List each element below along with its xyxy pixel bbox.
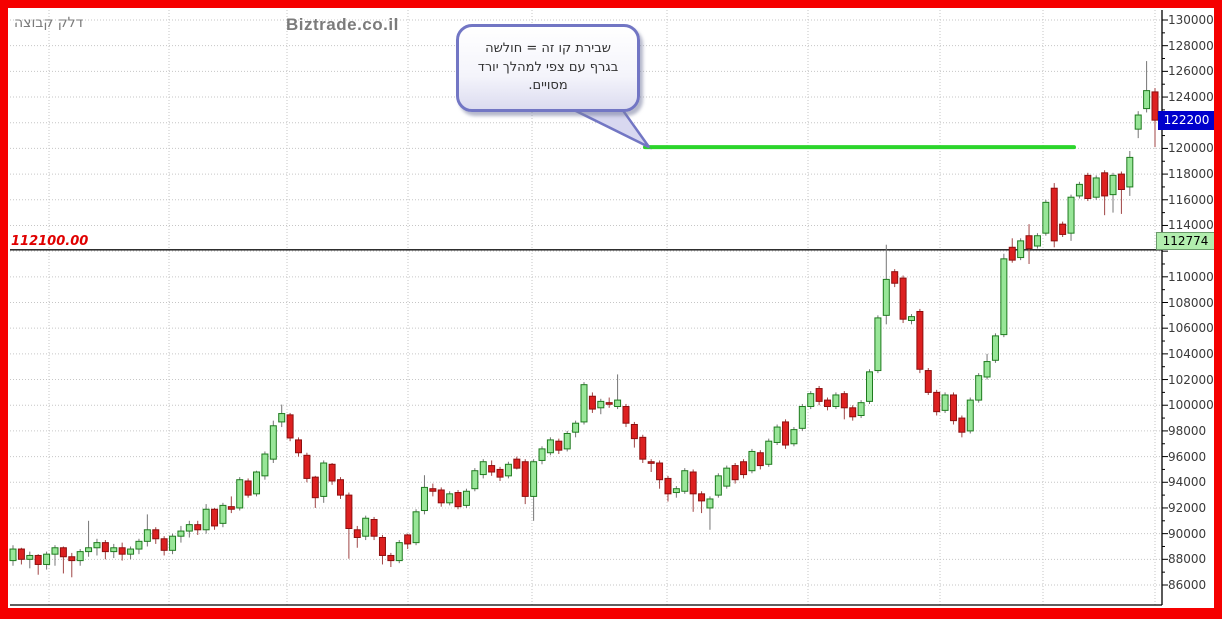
y-axis-tick-label: 100000 [1168, 398, 1214, 413]
y-axis-tick-label: 104000 [1168, 346, 1214, 361]
instrument-title: דלק קבוצה [14, 15, 84, 31]
callout-line-2: בגרף עם צפי למהלך יורד [477, 59, 619, 75]
y-axis-tick-label: 108000 [1168, 295, 1214, 310]
watermark-logo: Biztrade.co.il [286, 15, 399, 34]
y-axis-tick-label: 102000 [1168, 372, 1214, 387]
y-axis-tick-label: 126000 [1168, 64, 1214, 79]
callout-line-3: מסויים. [528, 78, 568, 94]
support-price-label: 112100.00 [11, 234, 89, 249]
y-axis-tick-label: 114000 [1168, 218, 1214, 233]
frame-border-bottom [0, 608, 1222, 619]
frame-border-left [0, 0, 8, 619]
callout-line-1: שבירת קו זה = חולשה [485, 40, 611, 56]
y-axis-tick-label: 96000 [1168, 449, 1207, 464]
y-axis-tick-label: 118000 [1168, 167, 1214, 182]
y-axis-tick-label: 98000 [1168, 423, 1207, 438]
y-axis-tick-label: 130000 [1168, 13, 1214, 27]
y-axis-tick-label: 94000 [1168, 475, 1207, 490]
y-axis-tick-label: 92000 [1168, 500, 1207, 515]
y-axis-tick-label: 90000 [1168, 526, 1207, 541]
level-price-tag: 112774 [1156, 232, 1215, 250]
y-axis-tick-label: 88000 [1168, 552, 1207, 567]
y-axis-tick-label: 86000 [1168, 578, 1207, 592]
y-axis-tick-label: 120000 [1168, 141, 1214, 156]
y-axis-tick-label: 128000 [1168, 38, 1214, 53]
y-axis-tick-label: 110000 [1168, 269, 1214, 284]
y-axis-tick-label: 124000 [1168, 90, 1214, 105]
y-axis-tick-label: 106000 [1168, 321, 1214, 336]
last-price-tag: 122200 [1158, 111, 1215, 130]
frame-border-top [0, 0, 1222, 8]
frame-border-right [1214, 0, 1222, 619]
annotation-callout-bubble: שבירת קו זה = חולשה בגרף עם צפי למהלך יו… [456, 24, 640, 112]
y-axis-tick-label: 116000 [1168, 192, 1214, 207]
